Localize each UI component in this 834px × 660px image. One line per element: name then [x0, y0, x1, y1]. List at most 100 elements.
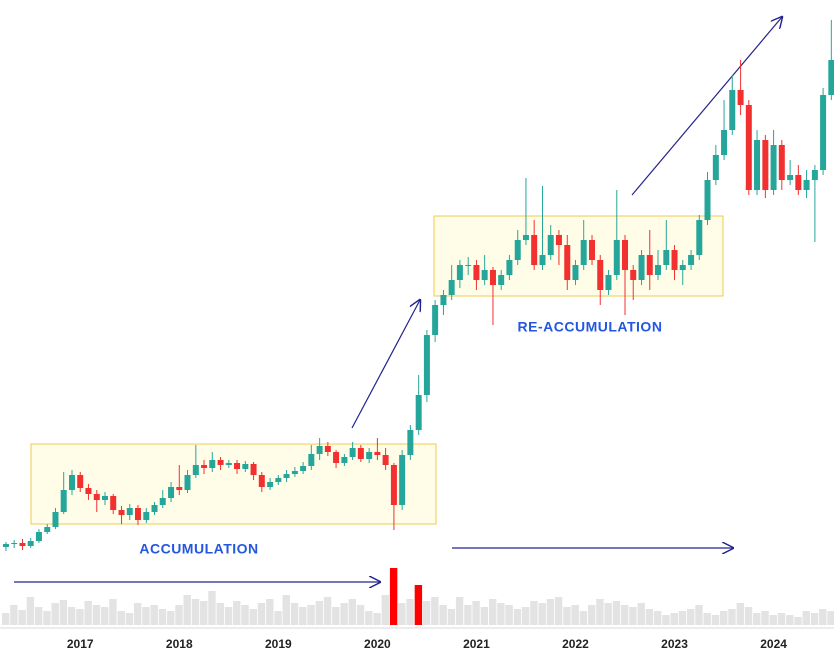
candle-body [275, 478, 282, 482]
candle-body [770, 145, 777, 190]
candle-body [654, 265, 661, 275]
volume-bar [794, 617, 802, 625]
volume-bar [761, 611, 769, 625]
volume-bar [373, 613, 381, 625]
accumulation-box [30, 443, 437, 525]
volume-bar [84, 601, 92, 625]
volume-bar [117, 611, 125, 625]
candle-body [820, 95, 827, 170]
candle-body [110, 496, 117, 510]
volume-bar [100, 607, 109, 625]
candle-body [324, 446, 331, 452]
candle-body [201, 465, 208, 468]
x-tick-label: 2018 [166, 637, 193, 651]
candle-body [828, 60, 834, 95]
volume-bar [703, 613, 711, 625]
candle-body [745, 105, 752, 190]
volume-bar [571, 605, 579, 625]
candle-body [27, 541, 34, 546]
volume-bar [645, 609, 654, 625]
candle-body [613, 240, 620, 275]
volume-bar [802, 611, 810, 625]
volume-bar [777, 613, 786, 625]
candle-body [622, 240, 629, 270]
candle-body [118, 510, 125, 515]
volume-bar [389, 568, 398, 625]
volume-bar [290, 603, 299, 625]
volume-bar [786, 615, 794, 625]
candle-body [803, 180, 810, 190]
volume-bar [505, 605, 513, 625]
x-tick-label: 2021 [463, 637, 490, 651]
candle-body [151, 505, 158, 512]
candle-body [778, 145, 785, 180]
volume-bar [720, 611, 728, 625]
candle-body [357, 448, 364, 459]
reaccumulation-box [433, 215, 724, 297]
volume-bar [464, 605, 472, 625]
volume-bar [356, 605, 365, 625]
candle-body [498, 275, 505, 285]
volume-bar [744, 607, 753, 625]
candle-body [522, 235, 529, 240]
candle-body [407, 430, 414, 455]
candle-body [399, 455, 406, 505]
candle-body [19, 543, 26, 546]
candle-body [448, 280, 455, 295]
volume-bar [662, 615, 670, 625]
volume-bar [711, 615, 720, 625]
candle-body [440, 295, 447, 305]
candle-body [333, 452, 340, 463]
volume-bar [604, 603, 612, 625]
candle-body [159, 498, 166, 505]
volume-bar [653, 611, 662, 625]
x-tick-label: 2023 [661, 637, 688, 651]
candle-body [77, 475, 84, 488]
candle-body [671, 250, 678, 270]
candle-body [52, 512, 59, 527]
volume-bar [150, 605, 158, 625]
volume-bar [612, 601, 621, 625]
volume-bar [769, 615, 777, 625]
candle-body [547, 235, 554, 255]
annotation-layer [0, 17, 834, 629]
volume-bar [208, 591, 216, 625]
volume-bar [472, 601, 480, 625]
volume-bar [299, 607, 307, 625]
volume-bar [827, 611, 834, 625]
volume-bar [59, 600, 68, 625]
volume-bar [133, 603, 142, 625]
volume-bar [216, 603, 224, 625]
volume-bar [488, 599, 497, 625]
volume-bar [241, 605, 249, 625]
candle-body [85, 488, 92, 494]
candle-body [688, 255, 695, 265]
candle-body [366, 452, 373, 459]
arrow [351, 300, 420, 429]
candle-body [2, 544, 9, 547]
candle-body [93, 494, 100, 500]
volume-bar [68, 607, 76, 625]
candle-body [811, 170, 818, 180]
candle-body [630, 270, 637, 280]
volume-bar [588, 605, 596, 625]
candle-body [481, 270, 488, 280]
candle-body [795, 175, 802, 190]
candle-body [597, 260, 604, 290]
volume-bar [307, 605, 315, 625]
volume-bar [51, 603, 59, 625]
volume-bar [332, 607, 340, 625]
volume-bar [546, 599, 555, 625]
volume-bar [249, 609, 257, 625]
volume-bar [695, 605, 703, 625]
candle-body [382, 455, 389, 465]
candle-body [564, 245, 571, 280]
volume-bar [736, 603, 744, 625]
annotation: RE-ACCUMULATION [518, 319, 663, 335]
candle-body [250, 464, 257, 475]
candle-body [465, 265, 472, 266]
candle-body [316, 446, 323, 454]
volume-bar [728, 609, 736, 625]
